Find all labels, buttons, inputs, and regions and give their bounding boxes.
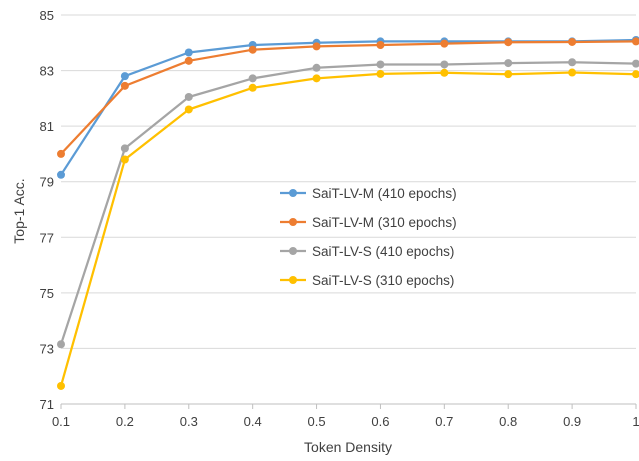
data-point xyxy=(248,45,257,54)
data-point xyxy=(568,68,577,77)
data-point xyxy=(120,144,129,153)
data-point xyxy=(57,340,65,349)
x-tick-label: 0.2 xyxy=(116,414,134,429)
x-tick-label: 0.8 xyxy=(499,414,517,429)
series-line-3 xyxy=(59,61,637,345)
x-tick-labels: 0.1 0.2 0.3 0.4 0.5 0.6 0.7 0.8 0.9 1 xyxy=(52,414,639,429)
data-point xyxy=(632,59,639,68)
x-tick-label: 0.5 xyxy=(308,414,326,429)
series-line-2 xyxy=(60,40,637,155)
series-line-1 xyxy=(60,38,637,176)
legend-label: SaiT-LV-S (310 epochs) xyxy=(312,273,454,288)
y-tick-label: 73 xyxy=(40,341,54,356)
x-tick-label: 0.9 xyxy=(563,414,581,429)
data-point xyxy=(184,92,193,101)
legend-marker xyxy=(289,218,297,226)
legend-marker xyxy=(289,247,297,255)
data-point xyxy=(57,170,65,179)
legend-label: SaiT-LV-M (410 epochs) xyxy=(312,186,457,201)
y-tick-label: 71 xyxy=(40,397,54,412)
legend: SaiT-LV-M (410 epochs) SaiT-LV-M (310 epo… xyxy=(280,186,457,288)
x-tick-label: 0.4 xyxy=(244,414,262,429)
data-point xyxy=(632,70,639,79)
data-point xyxy=(184,56,193,65)
x-tick-label: 0.1 xyxy=(52,414,70,429)
x-tick-label: 0.3 xyxy=(180,414,198,429)
data-point xyxy=(504,38,513,47)
data-point xyxy=(568,37,577,46)
y-tick-labels: 71 73 75 77 79 81 83 85 xyxy=(40,8,54,412)
data-point xyxy=(312,42,321,51)
data-point xyxy=(57,381,65,390)
data-point xyxy=(376,60,385,69)
axes xyxy=(60,403,637,409)
data-point xyxy=(440,68,449,77)
data-point xyxy=(440,39,449,48)
legend-label: SaiT-LV-S (410 epochs) xyxy=(312,244,454,259)
gridlines xyxy=(61,14,636,349)
legend-marker xyxy=(289,189,297,197)
data-point xyxy=(120,155,129,164)
x-tick-label: 0.6 xyxy=(371,414,389,429)
y-tick-label: 75 xyxy=(40,286,54,301)
x-axis-label: Token Density xyxy=(304,439,392,455)
data-point xyxy=(184,105,193,114)
y-axis-label: Top-1 Acc. xyxy=(11,178,27,243)
data-point xyxy=(376,69,385,78)
data-point xyxy=(120,72,129,81)
y-tick-label: 85 xyxy=(40,8,54,23)
y-tick-label: 79 xyxy=(40,175,54,190)
data-point xyxy=(248,83,257,92)
data-point xyxy=(57,149,65,158)
data-point xyxy=(504,59,513,68)
data-point xyxy=(312,63,321,72)
series-lines xyxy=(57,36,639,390)
series-line-4 xyxy=(59,71,637,387)
y-tick-label: 77 xyxy=(40,230,54,245)
data-point xyxy=(184,48,193,57)
data-point xyxy=(312,74,321,83)
data-point xyxy=(504,70,513,79)
y-tick-label: 81 xyxy=(40,119,54,134)
x-tick-label: 1 xyxy=(632,414,639,429)
data-point xyxy=(568,58,577,67)
data-point xyxy=(248,74,257,83)
data-point xyxy=(632,37,639,46)
legend-label: SaiT-LV-M (310 epochs) xyxy=(312,215,457,230)
x-tick-label: 0.7 xyxy=(435,414,453,429)
data-point xyxy=(376,41,385,50)
data-point xyxy=(120,81,129,90)
y-tick-label: 83 xyxy=(40,64,54,79)
legend-marker xyxy=(289,276,297,284)
data-point xyxy=(440,60,449,69)
